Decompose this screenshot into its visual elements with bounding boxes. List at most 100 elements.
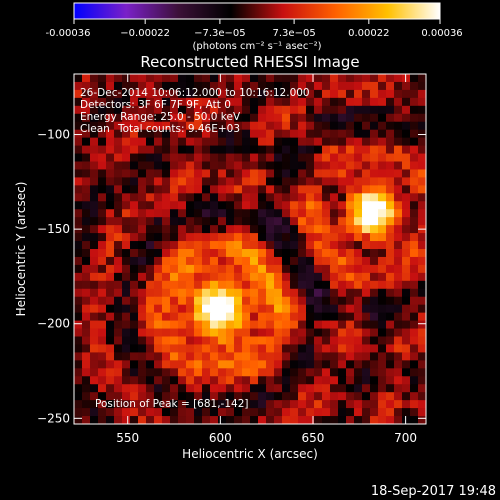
heatmap-cell (322, 368, 331, 377)
heatmap-cell (290, 360, 299, 369)
heatmap-cell (274, 153, 283, 163)
heatmap-cell (322, 320, 331, 330)
heatmap-cell (362, 408, 371, 417)
heatmap-cell (410, 105, 419, 115)
heatmap-cell (274, 169, 283, 178)
heatmap-cell (186, 74, 195, 83)
heatmap-cell (322, 288, 331, 298)
heatmap-cell (210, 312, 219, 322)
heatmap-cell (354, 113, 363, 123)
heatmap-cell (138, 296, 147, 306)
heatmap-cell (106, 113, 115, 123)
heatmap-cell (314, 312, 323, 322)
heatmap-cell (394, 209, 403, 218)
heatmap-cell (394, 296, 403, 306)
heatmap-cell (170, 225, 179, 234)
heatmap-cell (362, 264, 371, 274)
heatmap-cell (282, 256, 291, 266)
x-axis-label: Heliocentric X (arcsec) (182, 447, 318, 461)
heatmap-cell (114, 384, 123, 393)
heatmap-cell (394, 81, 403, 91)
heatmap-cell (418, 400, 426, 409)
heatmap-cell (82, 376, 91, 385)
heatmap-cell (98, 177, 107, 186)
heatmap-cell (202, 129, 211, 139)
heatmap-cell (402, 225, 411, 234)
heatmap-cell (330, 400, 339, 409)
heatmap-cell (266, 137, 275, 147)
heatmap-cell (90, 137, 99, 147)
heatmap-cell (90, 74, 99, 83)
heatmap-cell (226, 312, 235, 322)
heatmap-cell (274, 408, 283, 417)
heatmap-cell (146, 201, 155, 210)
heatmap-cell (218, 392, 227, 401)
heatmap-cell (82, 145, 91, 155)
heatmap-cell (90, 256, 99, 266)
heatmap-cell (330, 249, 339, 258)
heatmap-cell (234, 145, 243, 155)
heatmap-cell (130, 225, 139, 234)
heatmap-cell (122, 81, 131, 91)
heatmap-cell (418, 169, 426, 178)
heatmap-cell (410, 376, 419, 385)
heatmap-cell (162, 304, 171, 314)
heatmap-cell (314, 280, 323, 290)
heatmap-cell (210, 81, 219, 91)
heatmap-cell (114, 129, 123, 139)
heatmap-cell (250, 304, 259, 314)
heatmap-cell (74, 304, 83, 314)
heatmap-cell (226, 368, 235, 377)
heatmap-cell (282, 225, 291, 234)
heatmap-cell (90, 97, 99, 107)
heatmap-cell (138, 360, 147, 369)
heatmap-cell (394, 97, 403, 107)
heatmap-cell (330, 288, 339, 298)
heatmap-cell (154, 193, 163, 202)
heatmap-cell (226, 89, 235, 99)
heatmap-cell (410, 97, 419, 107)
heatmap-cell (410, 288, 419, 298)
heatmap-cell (154, 384, 163, 393)
heatmap-cell (362, 368, 371, 377)
heatmap-cell (266, 193, 275, 202)
heatmap-cell (170, 113, 179, 123)
heatmap-cell (290, 185, 299, 194)
heatmap-cell (250, 201, 259, 210)
heatmap-cell (186, 161, 195, 171)
heatmap-cell (378, 113, 387, 123)
heatmap-cell (266, 344, 275, 353)
heatmap-cell (106, 153, 115, 163)
heatmap-cell (74, 416, 83, 424)
heatmap-cell (130, 408, 139, 417)
heatmap-cell (122, 256, 131, 266)
heatmap-cell (250, 360, 259, 369)
heatmap-cell (394, 137, 403, 147)
heatmap-cell (202, 272, 211, 282)
heatmap-cell (306, 153, 315, 163)
heatmap-cell (378, 105, 387, 115)
heatmap-cell (314, 384, 323, 393)
heatmap-cell (250, 129, 259, 139)
heatmap-cell (298, 241, 307, 250)
heatmap-cell (386, 121, 395, 131)
heatmap-cell (378, 296, 387, 306)
heatmap-cell (90, 121, 99, 131)
heatmap-cell (154, 241, 163, 250)
heatmap-cell (322, 392, 331, 401)
heatmap-cell (250, 416, 259, 424)
heatmap-cell (194, 145, 203, 155)
heatmap-cell (74, 153, 83, 163)
heatmap-cell (98, 416, 107, 424)
heatmap-cell (370, 209, 379, 218)
heatmap-cell (394, 113, 403, 123)
heatmap-cell (306, 201, 315, 210)
heatmap-cell (218, 416, 227, 424)
heatmap-cell (162, 241, 171, 250)
heatmap-cell (218, 304, 227, 314)
heatmap-cell (330, 177, 339, 186)
heatmap-cell (362, 161, 371, 171)
heatmap-cell (122, 400, 131, 409)
heatmap-cell (202, 153, 211, 163)
heatmap-cell (394, 280, 403, 290)
